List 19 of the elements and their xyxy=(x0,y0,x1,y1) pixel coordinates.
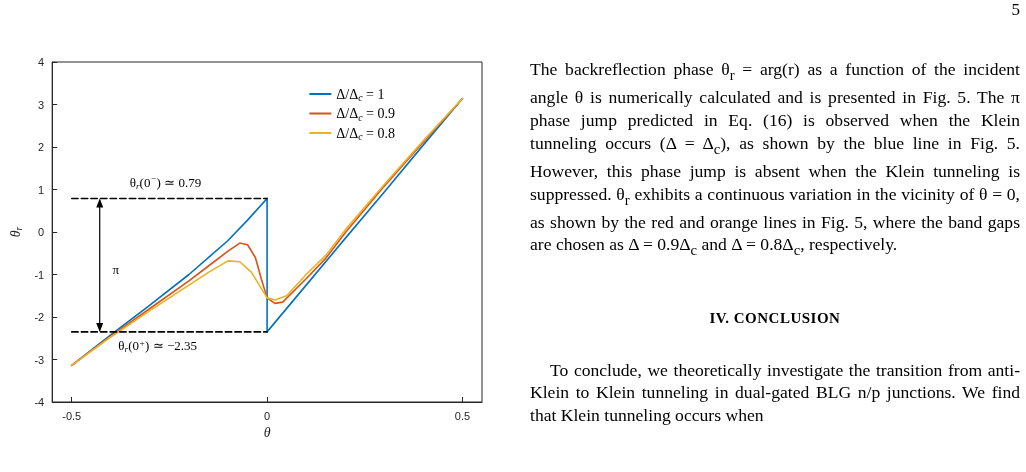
y-tick-label: 4 xyxy=(38,56,45,68)
y-tick-label: 2 xyxy=(38,141,45,153)
x-tick-label: 0 xyxy=(264,409,271,422)
y-tick-label: -1 xyxy=(34,268,45,281)
y-axis-title: θr xyxy=(7,226,24,238)
y-tick-label: 3 xyxy=(38,98,45,111)
y-tick-label: 1 xyxy=(38,183,45,196)
annotation: π xyxy=(112,261,120,277)
y-tick-label: 0 xyxy=(38,226,45,238)
y-tick-label: -2 xyxy=(34,311,45,323)
y-tick-label: -4 xyxy=(34,396,45,408)
text: The backreflection phase θ$_{r}$ = arg(r) as a function of the incident angle θ is numerically calculated and is presented in Fig. 5. The π phase jump predicted in Eq. (16) is observed when the Klein tunneling occurs (Δ = Δ$_{c}$), as shown by the blue line in Fig. 5. However, this phase jump is absent when the Klein tunneling is suppressed. θ$_{r}$ exhibits a continuous variation in the vicinity of θ = 0, as shown by the red and orange lines in Fig. 5, where the band gaps are chosen as Δ = 0.9Δ$_{c}$ and Δ = 0.8Δ$_{c}$, respectively. xyxy=(530,59,1021,258)
y-tick-label: -3 xyxy=(34,353,45,366)
x-tick-label: 0.5 xyxy=(454,409,471,422)
text: 5 xyxy=(1010,0,1020,20)
text: IV. CONCLUSION xyxy=(708,309,842,327)
text: To conclude, we theoretically investigate the transition from anti-Klein to Klein tunneling in dual-gated BLG n/p junctions. We find that Klein tunneling occurs when xyxy=(530,358,1020,427)
x-axis-title: θ xyxy=(263,425,271,441)
x-tick-label: -0.5 xyxy=(62,409,82,422)
